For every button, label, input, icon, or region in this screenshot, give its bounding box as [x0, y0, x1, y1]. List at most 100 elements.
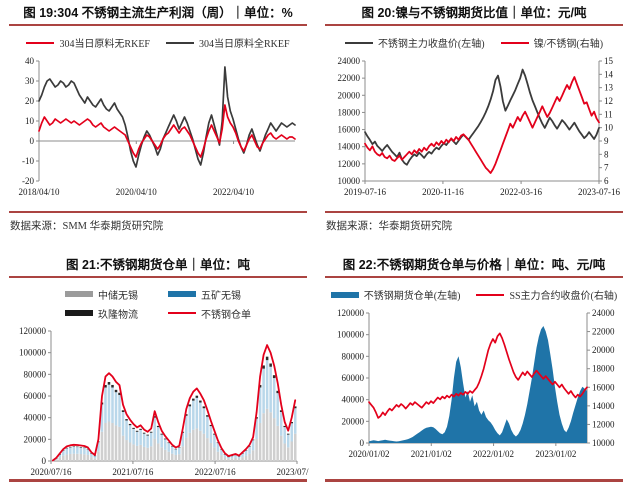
legend-item: 不锈钢期货仓单(左轴) — [330, 287, 461, 302]
x-axis-labels: 2020/01/02 2021/01/02 2022/01/02 2023/01/02 — [348, 449, 576, 459]
svg-text:10000: 10000 — [338, 176, 361, 186]
svg-text:14: 14 — [604, 69, 614, 79]
y-axis-labels: 0 20000 40000 60000 80000 100000 120000 — [337, 308, 365, 448]
chart-figure-21: 0 20000 40000 60000 80000 100000 120000 2020/07… — [19, 326, 309, 477]
svg-text:10: 10 — [25, 116, 35, 126]
svg-text:10000: 10000 — [592, 438, 615, 448]
svg-text:22000: 22000 — [592, 327, 615, 337]
legend-line-swatch — [26, 41, 55, 44]
legend-item: 中储无锡 — [65, 287, 138, 302]
legend-label: 不锈钢期货仓单(左轴) — [363, 291, 461, 302]
svg-text:60000: 60000 — [342, 373, 365, 383]
figure-19-title: 图 19:304 不锈钢主流生产利润（周）｜单位：% — [23, 6, 293, 20]
figure-20-title: 图 20:镍与不锈钢期货比值｜单位：元/吨 — [361, 6, 587, 20]
legend-label: 不锈钢主力收盘价(左轴) — [377, 39, 485, 50]
legend-line-swatch — [476, 293, 505, 296]
series-area-不锈钢期货仓单(左轴) — [369, 326, 587, 443]
svg-text:20000: 20000 — [592, 345, 615, 355]
figure-22-legend: 不锈钢期货仓单(左轴) SS主力合约收盘价(右轴) — [325, 287, 623, 302]
svg-text:20000: 20000 — [24, 434, 47, 444]
svg-text:2018/04/10: 2018/04/10 — [18, 187, 60, 197]
svg-text:2022-03-16: 2022-03-16 — [500, 187, 542, 197]
svg-text:2023/01/02: 2023/01/02 — [535, 449, 576, 459]
series-line-304当日原料无RKEF — [38, 104, 296, 158]
stacked-bars — [51, 356, 297, 462]
title-rule — [9, 24, 307, 26]
chart-figure-22: 0 20000 40000 60000 80000 100000 120000 10000 12… — [337, 308, 615, 459]
svg-text:2023/07/16: 2023/07/16 — [276, 467, 309, 477]
legend-bar-swatch — [168, 291, 196, 298]
y2-axis-labels: 6 7 8 9 10 11 12 13 14 15 — [604, 56, 614, 186]
svg-text:9: 9 — [604, 136, 609, 146]
svg-text:20000: 20000 — [338, 90, 361, 100]
svg-text:13: 13 — [604, 83, 614, 93]
figure-21-legend: 中储无锡 五矿无锡玖隆物流 不锈钢仓单 — [9, 287, 307, 321]
panel-figure-19: 图 19:304 不锈钢主流生产利润（周）｜单位：% 304当日原料无RKEF 3… — [0, 0, 316, 252]
svg-text:120000: 120000 — [337, 308, 365, 318]
svg-text:80000: 80000 — [24, 369, 47, 379]
svg-text:2022/01/02: 2022/01/02 — [473, 449, 514, 459]
legend-label: 五矿无锡 — [201, 290, 241, 302]
svg-text:0: 0 — [42, 456, 47, 466]
chart-figure-20: 10000 12000 14000 16000 18000 20000 22000 24000… — [338, 56, 621, 197]
svg-text:40: 40 — [25, 56, 35, 66]
svg-text:16000: 16000 — [338, 125, 361, 135]
svg-text:16000: 16000 — [592, 382, 615, 392]
svg-text:60000: 60000 — [24, 391, 47, 401]
series-line-镍/不锈钢(右轴) — [364, 76, 600, 174]
svg-text:2022/04/10: 2022/04/10 — [213, 187, 255, 197]
title-rule — [325, 276, 623, 278]
legend-label: 镍/不锈钢(右轴) — [533, 39, 604, 50]
svg-text:120000: 120000 — [19, 326, 47, 336]
series-line-SS主力合约收盘价(右轴) — [368, 332, 588, 419]
svg-text:7: 7 — [604, 163, 609, 173]
figure-19-legend: 304当日原料无RKEF 304当日原料全RKEF — [9, 35, 307, 50]
svg-text:18000: 18000 — [338, 107, 361, 117]
svg-text:2020/04/10: 2020/04/10 — [116, 187, 158, 197]
svg-text:0: 0 — [360, 438, 365, 448]
x-axis-labels: 2018/04/10 2020/04/10 2022/04/10 — [18, 187, 254, 197]
svg-text:2021/01/02: 2021/01/02 — [411, 449, 452, 459]
axes — [36, 60, 295, 182]
svg-text:6: 6 — [604, 176, 609, 186]
y-axis-labels: -20 -10 0 10 20 30 40 — [22, 56, 35, 186]
legend-bar-swatch — [330, 291, 359, 298]
svg-text:15: 15 — [604, 56, 614, 66]
chart-figure-19: -20 -10 0 10 20 30 40 2018/04/10 2020/04/10 2022/… — [18, 56, 296, 197]
svg-text:20000: 20000 — [342, 416, 365, 426]
svg-text:30: 30 — [25, 76, 35, 86]
svg-text:80000: 80000 — [342, 351, 365, 361]
legend-label: 不锈钢仓单 — [201, 309, 251, 321]
legend-label: 304当日原料全RKEF — [199, 39, 290, 50]
svg-text:24000: 24000 — [592, 308, 615, 318]
figure-20-legend: 不锈钢主力收盘价(左轴) 镍/不锈钢(右轴) — [325, 35, 623, 50]
series-line-不锈钢主力收盘价(左轴) — [364, 68, 600, 166]
legend-line-swatch — [166, 41, 194, 44]
axes — [362, 60, 602, 184]
svg-text:2021/07/16: 2021/07/16 — [112, 467, 154, 477]
svg-text:24000: 24000 — [338, 56, 361, 66]
series-line-不锈钢仓单 — [51, 344, 297, 462]
svg-text:-20: -20 — [22, 176, 34, 186]
svg-text:8: 8 — [604, 149, 609, 159]
legend-label: 304当日原料无RKEF — [59, 39, 150, 50]
title-rule — [9, 276, 307, 278]
svg-text:14000: 14000 — [592, 401, 615, 411]
legend-item: 镍/不锈钢(右轴) — [500, 35, 604, 50]
y2-axis-labels: 10000 12000 14000 16000 18000 20000 22000 24000 — [592, 308, 615, 448]
source-rule — [325, 211, 623, 213]
svg-text:40000: 40000 — [342, 395, 365, 405]
panel-figure-21: 图 21:不锈钢期货仓单｜单位：吨 中储无锡 五矿无锡 玖隆物流 不锈钢仓单 0 200… — [0, 252, 316, 482]
svg-text:11: 11 — [604, 109, 613, 119]
series-line-304当日原料全RKEF — [38, 66, 296, 168]
panel-figure-22: 图 22:不锈钢期货仓单与价格｜单位：吨、元/吨 不锈钢期货仓单(左轴) SS主力… — [316, 252, 632, 482]
legend-line-swatch — [500, 41, 529, 44]
svg-text:12000: 12000 — [592, 419, 615, 429]
legend-label: 玖隆物流 — [98, 309, 138, 321]
legend-item: 304当日原料全RKEF — [166, 35, 290, 50]
data-source: 数据来源：SMM 华泰期货研究院 — [10, 221, 164, 232]
svg-text:-10: -10 — [22, 156, 34, 166]
legend-item: SS主力合约收盘价(右轴) — [476, 287, 617, 302]
svg-text:2020/07/16: 2020/07/16 — [30, 467, 72, 477]
